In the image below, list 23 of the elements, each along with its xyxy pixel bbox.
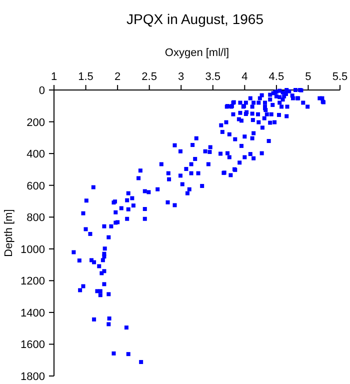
y-tick-label: 1200	[20, 276, 45, 288]
x-tick-label: 1.5	[78, 71, 94, 83]
x-tick-label: 2.5	[142, 71, 157, 83]
y-tick-label: 1800	[20, 371, 45, 383]
y-tick-label: 0	[38, 85, 45, 97]
y-axis-title: Depth [m]	[3, 209, 15, 257]
x-tick-label: 2	[114, 71, 121, 83]
y-tick-label: 600	[26, 180, 45, 192]
x-tick-label: 4	[242, 71, 248, 83]
x-tick-label: 3	[178, 71, 184, 83]
y-tick-label: 1000	[20, 244, 45, 256]
x-axis-title: Oxygen [ml/l]	[164, 47, 230, 59]
x-tick-label: 4.5	[268, 71, 284, 83]
y-tick-label: 1600	[20, 339, 45, 352]
y-tick-label: 800	[26, 212, 45, 224]
x-tick-label: 1	[50, 71, 58, 83]
y-tick-label: 1400	[20, 307, 45, 320]
y-tick-label: 400	[26, 148, 45, 161]
chart-title: JPQX in August, 1965	[126, 11, 264, 27]
x-tick-label: 3.5	[205, 71, 221, 83]
x-tick-label: 5.5	[332, 71, 348, 83]
x-tick-label: 5	[305, 71, 312, 83]
y-tick-label: 200	[26, 116, 45, 129]
